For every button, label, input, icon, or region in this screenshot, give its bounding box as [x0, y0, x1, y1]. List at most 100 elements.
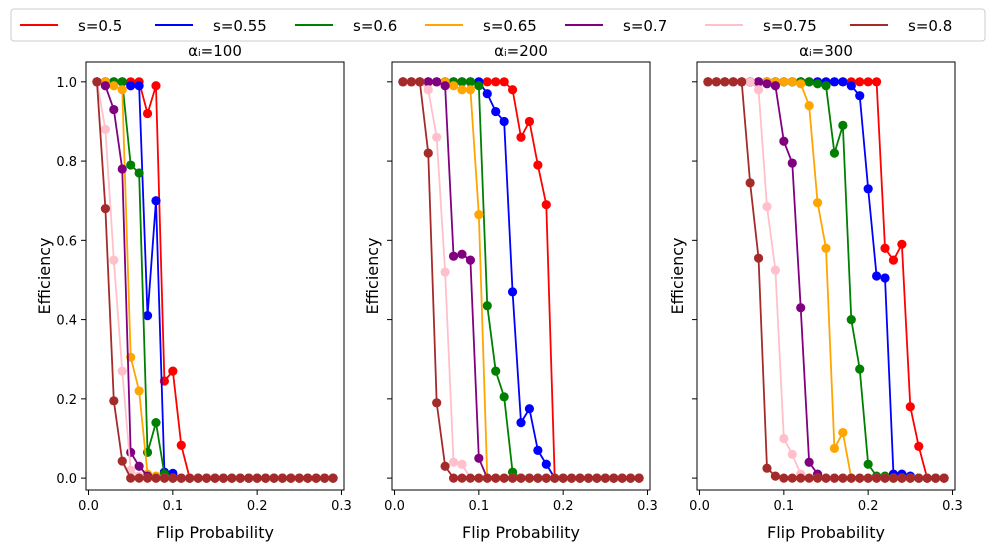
point-1-2-7 [457, 77, 467, 87]
legend-label-5: s=0.75 [763, 17, 817, 35]
point-0-6-5 [134, 473, 144, 483]
point-2-0-23 [897, 239, 907, 249]
legend-label-4: s=0.7 [623, 17, 667, 35]
x-axis-label-0: Flip Probability [156, 523, 274, 542]
x-tick-label-2-3: 0.3 [942, 499, 963, 514]
point-1-0-11 [491, 77, 501, 87]
series-2-4 [703, 77, 949, 483]
point-1-4-7 [457, 249, 467, 259]
point-2-6-17 [846, 473, 856, 483]
point-1-1-12 [499, 116, 509, 127]
point-1-1-13 [507, 287, 518, 297]
point-2-6-7 [762, 463, 772, 473]
point-1-6-0 [398, 77, 408, 87]
point-0-4-4 [126, 447, 136, 457]
panel-title-1: αᵢ=200 [494, 42, 548, 60]
point-0-6-25 [303, 473, 313, 483]
point-1-6-9 [474, 473, 484, 483]
point-0-6-3 [117, 456, 127, 466]
point-2-6-9 [779, 473, 789, 483]
legend-frame [10, 8, 986, 42]
point-1-1-17 [541, 459, 551, 469]
point-2-6-15 [829, 473, 840, 483]
point-0-0-6 [142, 108, 153, 119]
y-axis-label-1: Efficiency [363, 237, 382, 314]
point-1-0-17 [541, 200, 551, 210]
point-2-6-16 [838, 473, 848, 483]
x-tick-label-0-1: 0.1 [162, 499, 183, 514]
point-2-6-14 [821, 473, 831, 483]
point-2-6-12 [804, 473, 814, 483]
point-1-4-3 [423, 77, 433, 87]
series-line-2-4 [707, 80, 945, 480]
point-0-6-4 [126, 473, 136, 483]
series-line-0-1 [96, 80, 334, 480]
point-1-0-10 [482, 77, 492, 87]
point-2-6-10 [787, 473, 797, 483]
point-2-6-11 [796, 473, 806, 483]
point-1-5-6 [448, 457, 459, 467]
x-tick-label-0-3: 0.3 [331, 499, 352, 514]
panel-alpha-100: αᵢ=100 0.0 0.1 0.2 0.3 0.0 0.2 0.4 0.6 0.8 1.0 Flip… [35, 42, 352, 542]
point-2-3-10 [787, 77, 797, 87]
point-0-6-0 [92, 77, 102, 87]
x-axis-label-1: Flip Probability [462, 523, 580, 542]
point-0-5-1 [100, 124, 110, 134]
point-2-3-16 [838, 427, 848, 438]
point-0-1-4 [126, 81, 136, 91]
point-2-3-12 [804, 100, 814, 111]
point-1-1-15 [524, 404, 535, 414]
point-1-3-9 [474, 209, 484, 220]
x-tick-label-1-1: 0.1 [468, 499, 489, 514]
point-1-6-16 [533, 473, 543, 483]
point-1-6-18 [550, 473, 560, 483]
point-0-1-6 [142, 311, 153, 321]
point-1-0-12 [499, 77, 509, 87]
series-line-0-5 [96, 81, 334, 480]
x-tick-label-2-0: 0.0 [689, 499, 710, 514]
point-2-6-18 [855, 473, 865, 483]
point-1-1-11 [491, 106, 501, 117]
point-1-2-11 [491, 366, 501, 376]
point-1-6-22 [583, 473, 594, 483]
point-2-1-17 [846, 81, 856, 91]
point-2-4-12 [804, 457, 814, 467]
point-1-2-10 [482, 301, 492, 311]
point-2-0-21 [880, 243, 890, 253]
point-0-1-5 [134, 81, 144, 91]
y-tick-label-2: 0.4 [56, 314, 77, 329]
point-1-4-5 [440, 81, 450, 91]
point-2-6-8 [770, 471, 781, 481]
point-0-6-6 [142, 473, 153, 483]
series-2-0 [703, 77, 949, 483]
point-0-6-7 [151, 473, 161, 483]
point-2-6-13 [812, 473, 823, 483]
panel-alpha-300: αᵢ=300 0.0 0.1 0.2 0.3 Flip Probability Effici… [668, 42, 963, 542]
point-2-3-9 [779, 77, 789, 87]
series-line-2-0 [707, 80, 945, 480]
point-1-6-8 [465, 473, 476, 483]
point-1-0-16 [533, 160, 543, 170]
point-0-4-5 [134, 461, 144, 471]
point-0-4-3 [117, 164, 127, 174]
point-0-6-19 [252, 473, 262, 483]
point-0-6-11 [185, 473, 195, 483]
point-1-6-28 [634, 473, 644, 483]
point-0-3-5 [134, 386, 144, 396]
point-0-5-3 [117, 366, 127, 376]
point-1-6-19 [558, 473, 568, 483]
point-1-4-4 [432, 77, 442, 87]
point-2-6-6 [753, 253, 764, 263]
point-0-6-26 [311, 473, 321, 483]
point-1-0-13 [507, 85, 518, 95]
point-1-2-12 [499, 392, 509, 402]
point-0-6-13 [201, 473, 212, 483]
point-1-6-6 [448, 473, 459, 483]
point-1-5-3 [423, 85, 433, 95]
point-2-1-19 [863, 184, 873, 194]
point-1-4-9 [474, 453, 484, 463]
point-1-6-4 [432, 398, 442, 408]
point-0-6-1 [100, 204, 110, 214]
point-2-0-18 [855, 77, 865, 87]
point-1-5-7 [457, 459, 467, 469]
